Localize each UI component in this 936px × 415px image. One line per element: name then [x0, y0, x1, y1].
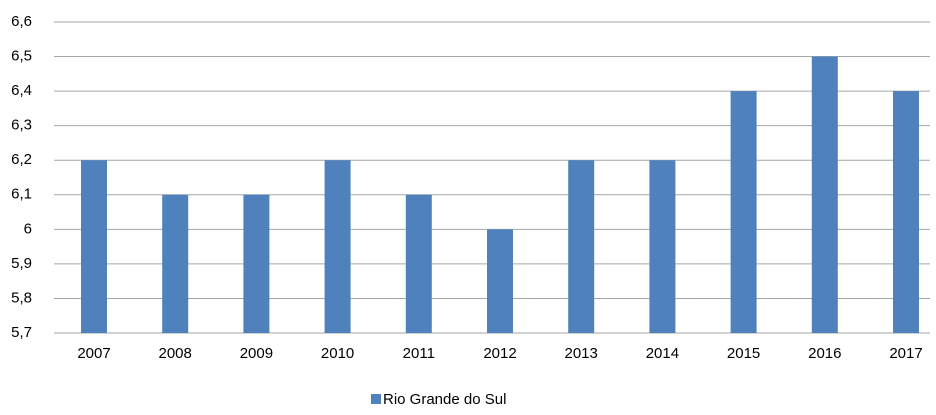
x-tick-label: 2017	[889, 345, 922, 362]
bar	[81, 160, 107, 333]
y-tick-label: 6,4	[11, 82, 32, 99]
legend-swatch	[371, 394, 381, 404]
x-tick-label: 2014	[646, 345, 679, 362]
bar	[487, 229, 513, 333]
x-tick-label: 2013	[565, 345, 598, 362]
bar	[811, 56, 838, 334]
bar	[568, 160, 595, 333]
y-tick-label: 6,6	[11, 13, 32, 30]
bar	[730, 91, 757, 333]
x-tick-label: 2009	[240, 345, 273, 362]
bar	[405, 194, 432, 333]
legend-label: Rio Grande do Sul	[383, 391, 506, 408]
y-tick-label: 6,1	[11, 186, 32, 203]
bar	[243, 194, 270, 333]
x-tick-label: 2008	[159, 345, 192, 362]
y-tick-label: 6	[24, 220, 32, 237]
bar	[324, 160, 351, 333]
y-tick-label: 6,5	[11, 48, 32, 65]
x-tick-label: 2016	[808, 345, 841, 362]
y-tick-label: 5,7	[11, 324, 32, 341]
y-tick-label: 6,2	[11, 151, 32, 168]
bar	[893, 91, 919, 333]
x-tick-label: 2011	[403, 345, 435, 362]
y-tick-label: 5,9	[11, 255, 32, 272]
y-tick-label: 5,8	[11, 289, 32, 306]
x-tick-label: 2010	[321, 345, 354, 362]
x-tick-label: 2015	[727, 345, 760, 362]
bar	[162, 194, 189, 333]
x-tick-label: 2007	[77, 345, 110, 362]
x-tick-label: 2012	[483, 345, 516, 362]
y-tick-label: 6,3	[11, 117, 32, 134]
bar	[649, 160, 676, 333]
